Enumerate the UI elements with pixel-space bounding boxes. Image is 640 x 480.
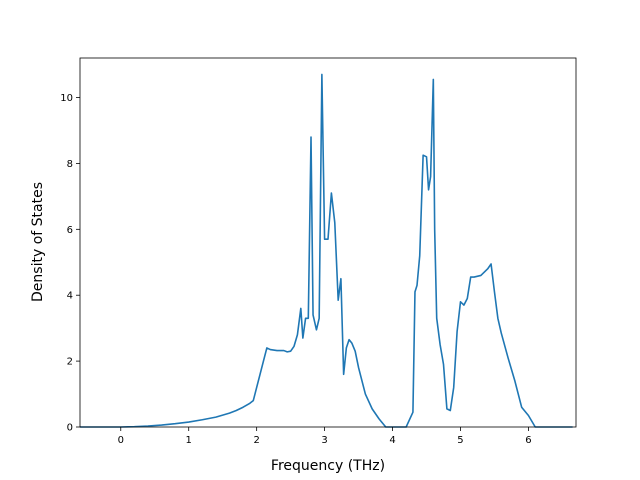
x-axis-label: Frequency (THz) <box>271 458 385 474</box>
x-tick-label: 0 <box>118 435 124 446</box>
x-tick-label: 6 <box>525 435 531 446</box>
x-tick-label: 5 <box>457 435 463 446</box>
x-tick-label: 4 <box>389 435 395 446</box>
x-tick-label: 3 <box>321 435 327 446</box>
x-axis-ticks: 0 1 2 3 4 5 6 <box>118 427 532 446</box>
y-tick-label: 10 <box>60 93 73 104</box>
y-axis-ticks: 0 2 4 6 8 10 <box>60 93 80 434</box>
y-tick-label: 2 <box>67 357 73 368</box>
x-tick-label: 1 <box>186 435 192 446</box>
plot-frame <box>79 57 577 428</box>
x-tick-label: 2 <box>253 435 259 446</box>
y-tick-label: 6 <box>67 225 73 236</box>
y-tick-label: 0 <box>67 423 73 434</box>
plot-area <box>79 57 577 428</box>
y-axis-label: Density of States <box>30 182 46 302</box>
series-line-0 <box>80 73 573 428</box>
y-tick-label: 4 <box>67 291 73 302</box>
y-tick-label: 8 <box>67 159 73 170</box>
